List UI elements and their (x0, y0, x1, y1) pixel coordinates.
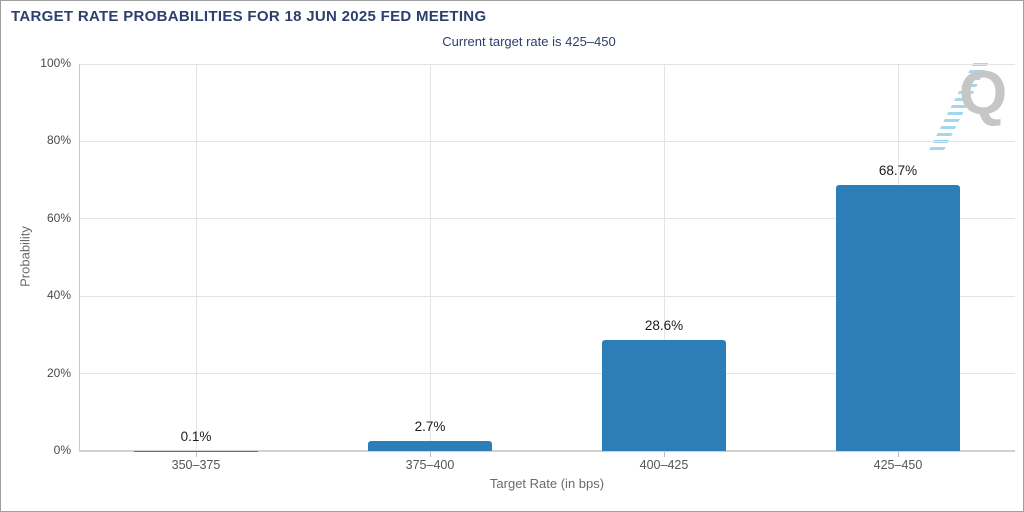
v-gridline (195, 64, 197, 451)
h-gridline (79, 140, 1015, 142)
chart-title: TARGET RATE PROBABILITIES FOR 18 JUN 202… (11, 8, 487, 25)
y-tick-label: 20% (46, 365, 71, 380)
bar-value-label: 0.1% (180, 428, 212, 444)
x-tick-label: 425–450 (873, 458, 923, 472)
h-gridline (79, 295, 1015, 297)
bar-value-label: 2.7% (414, 418, 446, 434)
x-tick-mark (195, 452, 197, 457)
x-tick-label: 375–400 (405, 458, 455, 472)
y-tick-label: 60% (46, 210, 71, 225)
y-axis-title: Probability (17, 226, 33, 287)
x-tick-label: 400–425 (639, 458, 689, 472)
x-axis-baseline (79, 450, 1015, 452)
chart-subtitle: Current target rate is 425–450 (442, 34, 616, 49)
y-tick-label: 100% (40, 56, 71, 70)
bar (368, 440, 492, 451)
x-tick-mark (897, 452, 899, 457)
h-gridline (79, 63, 1015, 65)
y-tick-label: 0% (53, 443, 71, 457)
x-tick-mark (663, 452, 665, 457)
h-gridline (79, 218, 1015, 220)
x-tick-label: 350–375 (171, 458, 221, 472)
v-gridline (429, 64, 431, 451)
y-tick-label: 80% (46, 133, 71, 148)
quikstrike-logo-q-icon: Q (959, 59, 1008, 128)
y-axis-line (79, 64, 80, 451)
v-gridline (663, 64, 665, 451)
x-tick-mark (429, 452, 431, 457)
bar-value-label: 28.6% (644, 318, 684, 334)
bar-value-label: 68.7% (878, 163, 918, 179)
y-tick-label: 40% (46, 288, 71, 303)
bar (836, 185, 960, 451)
h-gridline (79, 373, 1015, 375)
bar (602, 340, 726, 451)
x-axis-title: Target Rate (in bps) (489, 476, 605, 491)
